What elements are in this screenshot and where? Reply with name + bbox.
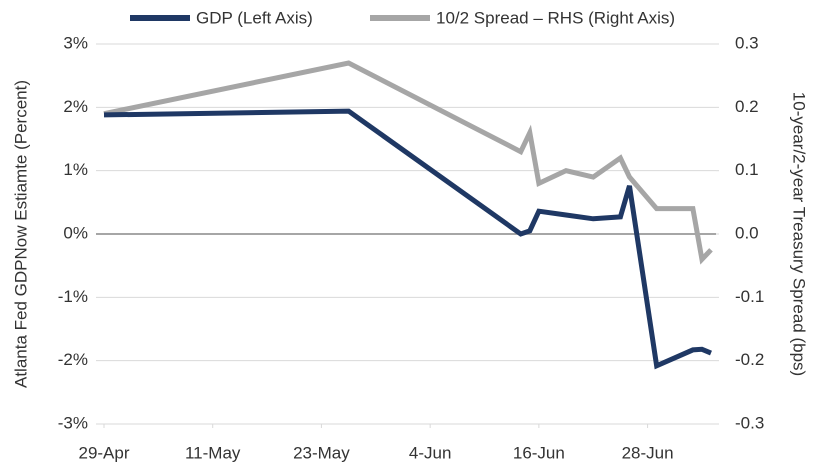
y-tick-label: 3% [63,33,88,52]
y2-tick-label: 0.1 [735,160,759,179]
x-tick-label: 29-Apr [78,443,129,462]
y2-tick-label: -0.1 [735,287,764,306]
y2-tick-label: -0.3 [735,413,764,432]
legend-label: 10/2 Spread – RHS (Right Axis) [436,8,675,27]
y2-axis-title: 10-year/2-year Treasury Spread (bps) [790,92,809,376]
series-line [103,60,713,265]
y2-tick-label: 0.0 [735,223,759,242]
y-axis-title: Atlanta Fed GDPNow Estiamte (Percent) [11,80,30,388]
x-tick-label: 11-May [185,443,241,462]
y2-tick-label: 0.3 [735,33,759,52]
y-tick-label: -2% [58,350,88,369]
series-line [103,108,712,370]
x-tick-label: 16-Jun [513,443,565,462]
legend-label: GDP (Left Axis) [196,8,313,27]
x-tick-label: 28-Jun [622,443,674,462]
y2-tick-label: 0.2 [735,97,759,116]
y2-tick-label: -0.2 [735,350,764,369]
y-tick-label: -1% [58,287,88,306]
y-tick-label: 1% [63,160,88,179]
y-tick-label: 2% [63,97,88,116]
x-tick-label: 4-Jun [409,443,452,462]
y-tick-label: -3% [58,413,88,432]
y-tick-label: 0% [63,223,88,242]
x-tick-label: 23-May [293,443,350,462]
